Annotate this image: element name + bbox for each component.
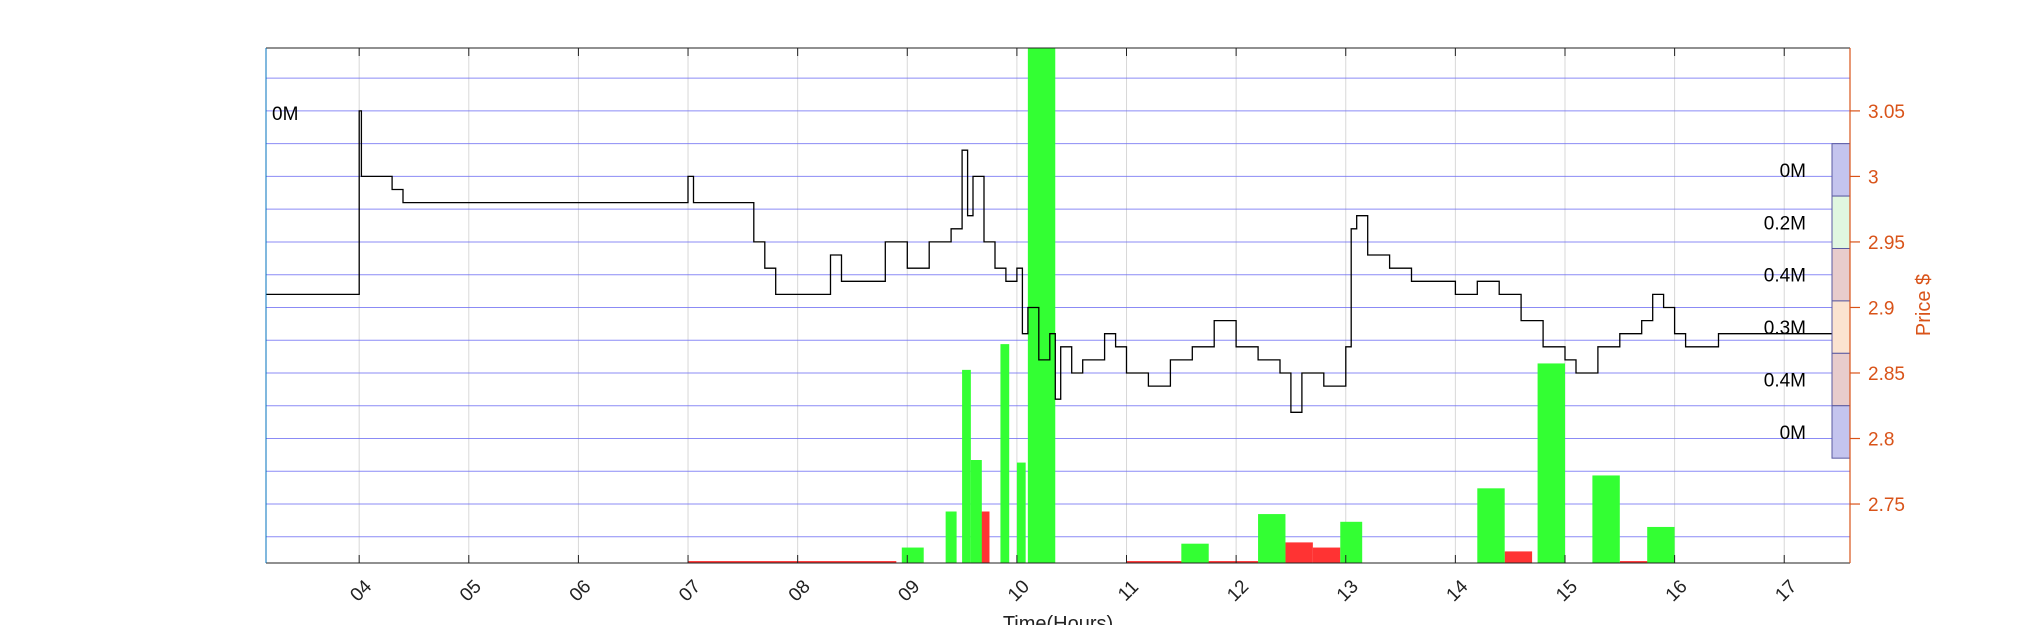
y-tick-label: 2.9 — [1868, 298, 1894, 319]
buy-volume-bar — [1477, 488, 1505, 563]
x-tick-label: 11 — [1114, 577, 1143, 606]
x-tick-label: 09 — [894, 576, 924, 606]
y-tick-label: 3 — [1868, 167, 1879, 188]
y-tick-label: 2.85 — [1868, 364, 1905, 385]
buy-volume-bar — [970, 460, 982, 563]
x-axis-label: Time(Hours) — [1003, 613, 1113, 625]
sell-volume-bar — [1312, 547, 1341, 563]
y-tick-label: 2.95 — [1868, 233, 1905, 254]
buy-volume-bar — [1027, 48, 1056, 563]
price-layer — [266, 110, 1850, 413]
sell-volume-bar — [1504, 551, 1533, 563]
x-tick-label: 04 — [346, 576, 376, 606]
volume-by-price-bar — [1831, 247, 1851, 302]
plot-area — [266, 48, 1850, 563]
x-tick-label: 05 — [456, 576, 486, 606]
volume-by-price-bar — [1831, 352, 1851, 407]
buy-volume-bar — [1592, 475, 1620, 563]
volume-by-price-label: 0M — [1780, 423, 1806, 444]
x-tick-label: 15 — [1552, 576, 1582, 606]
buy-volume-bar — [962, 369, 971, 563]
x-tick-label: 06 — [566, 576, 596, 606]
x-tick-label: 07 — [675, 576, 705, 606]
y-tick-label: 2.75 — [1868, 495, 1905, 516]
volume-by-price-bar — [1831, 300, 1851, 354]
x-tick-label: 14 — [1443, 576, 1473, 606]
buy-volume-bar — [1000, 344, 1010, 563]
volume-by-price-label: 0.2M — [1764, 213, 1806, 234]
volume-by-price-label: 0.4M — [1764, 266, 1806, 287]
buy-volume-bar — [1537, 363, 1565, 563]
sell-volume-bar — [688, 561, 897, 563]
buy-volume-bar — [945, 511, 957, 563]
x-tick-label: 16 — [1662, 576, 1692, 606]
sell-volume-bar — [1285, 542, 1313, 563]
volume-by-price-bar — [1831, 405, 1851, 459]
volume-by-price-bar — [1831, 143, 1851, 197]
x-tick-label: 13 — [1333, 576, 1363, 606]
volume-by-price-bar — [1831, 195, 1851, 249]
buy-volume-bar — [901, 547, 924, 563]
buy-volume-bar — [1258, 514, 1286, 563]
y-tick-label: 2.8 — [1868, 430, 1894, 451]
volume-by-price-label: 0.4M — [1764, 371, 1806, 392]
volume-by-price-label: 0M — [1780, 161, 1806, 182]
x-tick-label: 12 — [1223, 576, 1253, 606]
x-tick-label: 08 — [785, 576, 815, 606]
buy-volume-bar — [1340, 521, 1363, 563]
y-tick-label: 3.05 — [1868, 102, 1905, 123]
buy-volume-bar — [1181, 543, 1209, 563]
price-line — [266, 110, 1850, 413]
y-axis-right-label: Price $ — [1913, 274, 1935, 336]
x-tick-label: 17 — [1771, 576, 1801, 606]
volume-by-price-label: 0.3M — [1764, 318, 1806, 339]
x-tick-label: 10 — [1004, 576, 1034, 606]
top-left-volume-label: 0M — [272, 104, 298, 125]
buy-volume-bar — [1016, 462, 1026, 563]
volume-layer — [688, 48, 1675, 563]
sell-volume-bar — [978, 511, 990, 563]
buy-volume-bar — [1647, 526, 1675, 563]
